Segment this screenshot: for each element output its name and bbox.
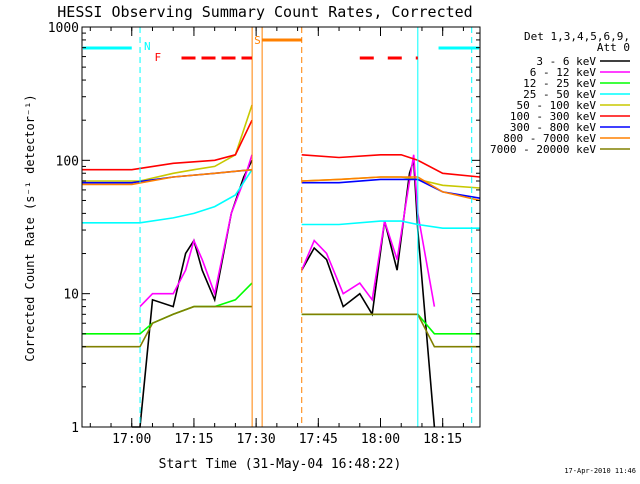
flag-label-s: S	[254, 34, 261, 47]
series-line-800-7000-kev	[301, 176, 481, 202]
series-line-25-50-kev	[301, 220, 480, 229]
flag-label-f: F	[154, 51, 161, 64]
x-tick-label: 17:00	[112, 432, 151, 447]
x-tick-label: 17:45	[299, 432, 338, 447]
y-tick-label: 100	[56, 154, 79, 169]
series-line-7000-20000-kev	[301, 313, 480, 348]
y-axis-label: Corrected Count Rate (s⁻¹ detector⁻¹)	[23, 94, 37, 361]
legend-label: 800 - 7000 keV	[503, 132, 596, 145]
legend-header-attenuator: Att 0	[597, 41, 630, 54]
flag-label-n: N	[144, 40, 151, 53]
x-tick-label: 17:30	[237, 432, 276, 447]
series-line-100-300-kev	[301, 154, 481, 178]
series-line-800-7000-kev	[82, 168, 253, 186]
footer-timestamp: 17-Apr-2010 11:46	[564, 467, 636, 475]
y-tick-label: 1	[71, 421, 79, 436]
series-line-100-300-kev	[82, 119, 253, 171]
legend-label: 12 - 25 keV	[523, 77, 596, 90]
y-tick-label: 1000	[48, 21, 79, 36]
x-tick-label: 17:15	[174, 432, 213, 447]
legend-label: 6 - 12 keV	[530, 66, 597, 79]
legend-label: 50 - 100 keV	[517, 99, 597, 112]
legend-label: 100 - 300 keV	[510, 110, 596, 123]
series-line-12-25-kev	[301, 313, 480, 335]
series-line-12-25-kev	[82, 282, 253, 335]
series-line-7000-20000-kev	[82, 305, 252, 348]
x-axis-label: Start Time (31-May-04 16:48:22)	[159, 457, 402, 472]
flag-markers: NF S	[83, 27, 479, 427]
plot-area	[82, 104, 481, 428]
series-line-300-800-kev	[301, 178, 481, 199]
axes: 1 10 100 1000 17:00 17:15 17:30 17:45 18:00 18:15	[48, 21, 481, 447]
y-tick-label: 10	[63, 288, 79, 303]
chart-title: HESSI Observing Summary Count Rates, Cor…	[57, 3, 472, 21]
series-line-6-12-kev	[300, 154, 436, 307]
legend-header-detectors: Det 1,3,4,5,6,9,	[524, 30, 630, 43]
series-line-3-6-kev	[131, 159, 253, 428]
x-tick-label: 18:15	[423, 432, 462, 447]
series-line-6-12-kev	[139, 154, 253, 308]
plot-frame	[81, 26, 481, 428]
legend-label: 3 - 6 keV	[536, 55, 596, 68]
x-tick-label: 18:00	[361, 432, 400, 447]
legend-label: 7000 - 20000 keV	[490, 143, 596, 156]
legend-label: 25 - 50 keV	[523, 88, 596, 101]
legend-label: 300 - 800 keV	[510, 121, 596, 134]
